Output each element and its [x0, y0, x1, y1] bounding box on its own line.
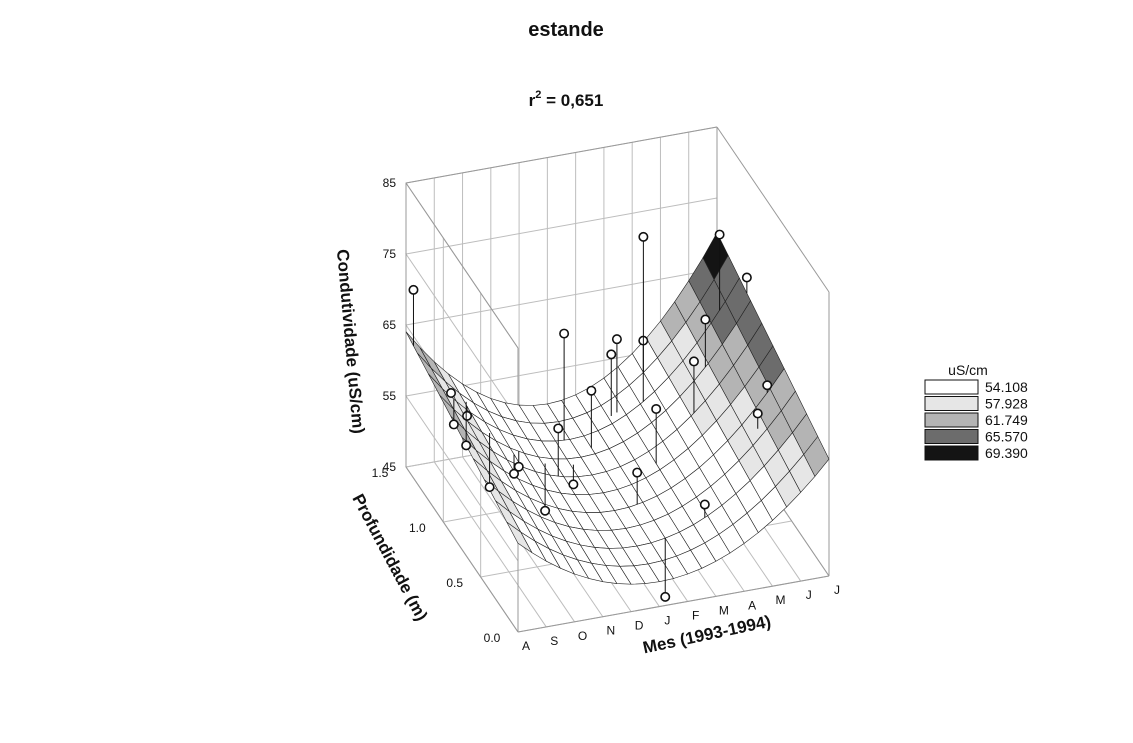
legend-swatch: [924, 429, 979, 444]
z-tick-label: 85: [383, 176, 397, 190]
z-tick-label: 75: [383, 247, 397, 261]
data-point: [446, 387, 457, 398]
surface-mesh: [405, 232, 830, 585]
subtitle-suffix: = 0,651: [541, 91, 603, 110]
data-point: [714, 229, 725, 240]
data-point: [632, 467, 643, 478]
chart-title: estande: [528, 19, 604, 41]
x-tick-label: M: [719, 603, 729, 617]
x-tick-label: D: [635, 619, 644, 633]
x-tick-label: N: [606, 624, 615, 638]
x-tick-label: S: [550, 634, 558, 648]
y-axis-label: Profundidade (m): [348, 491, 431, 624]
legend-swatch: [924, 396, 979, 411]
data-points: [408, 229, 773, 602]
data-point: [611, 334, 622, 345]
data-point: [568, 479, 579, 490]
x-tick-label: J: [664, 614, 670, 628]
x-tick-label: O: [578, 629, 587, 643]
y-tick-label: 0.5: [446, 576, 463, 590]
y-tick-label: 1.0: [409, 521, 426, 535]
data-point: [559, 328, 570, 339]
x-tick-label: J: [806, 588, 812, 602]
data-point: [484, 482, 495, 493]
frame-edge: [517, 575, 830, 633]
data-point: [462, 410, 473, 421]
legend-label: 57.928: [985, 396, 1028, 412]
data-point: [700, 314, 711, 325]
legend-swatch: [924, 379, 979, 395]
data-point: [509, 468, 520, 479]
x-tick-label: J: [834, 583, 840, 597]
legend-swatch: [924, 445, 979, 461]
subtitle-superscript: 2: [535, 89, 541, 101]
data-point: [741, 272, 752, 283]
data-point: [408, 284, 419, 295]
legend-label: 54.108: [985, 379, 1028, 395]
x-axis-label: Mes (1993-1994): [641, 612, 773, 658]
data-point: [688, 356, 699, 367]
legend-swatch: [924, 412, 979, 428]
y-tick-label: 0.0: [484, 631, 501, 645]
legend-title: uS/cm: [948, 362, 988, 378]
data-point: [461, 440, 472, 451]
x-tick-label: F: [692, 608, 699, 622]
chart-subtitle: r2 = 0,651: [529, 89, 604, 110]
data-point: [586, 385, 597, 396]
z-tick-label: 55: [383, 389, 397, 403]
x-tick-label: M: [775, 593, 785, 607]
frame-edge: [405, 182, 519, 349]
data-point: [660, 591, 671, 602]
legend-label: 65.570: [985, 429, 1028, 445]
legend-label: 61.749: [985, 412, 1028, 428]
data-point: [513, 461, 524, 472]
data-point: [651, 403, 662, 414]
z-tick-label: 45: [383, 460, 397, 474]
x-tick-label: A: [748, 598, 756, 612]
data-point: [448, 419, 459, 430]
legend-label: 69.390: [985, 445, 1028, 461]
frame-edge: [405, 126, 718, 184]
subtitle-prefix: r: [529, 91, 536, 110]
surface-patch: [405, 331, 432, 369]
data-point: [752, 408, 763, 419]
x-tick-label: A: [522, 639, 530, 653]
frame-edge: [716, 126, 830, 293]
frame-edge: [405, 466, 519, 633]
z-tick-label: 65: [383, 318, 397, 332]
z-axis-label: Condutividade (uS/cm): [333, 248, 368, 434]
surface-patch: [647, 560, 674, 583]
data-point: [699, 499, 710, 510]
data-point: [762, 380, 773, 391]
data-point: [553, 423, 564, 434]
axis-ticks: 45 55 65 75 85 0.0 0.5 1.0 1.5 A S O N D J F M A M J J: [372, 176, 840, 653]
y-tick-label: 1.5: [372, 466, 389, 480]
data-point: [606, 349, 617, 360]
data-point: [638, 231, 649, 242]
data-point: [540, 505, 551, 516]
floor-grid-line: [433, 461, 547, 628]
